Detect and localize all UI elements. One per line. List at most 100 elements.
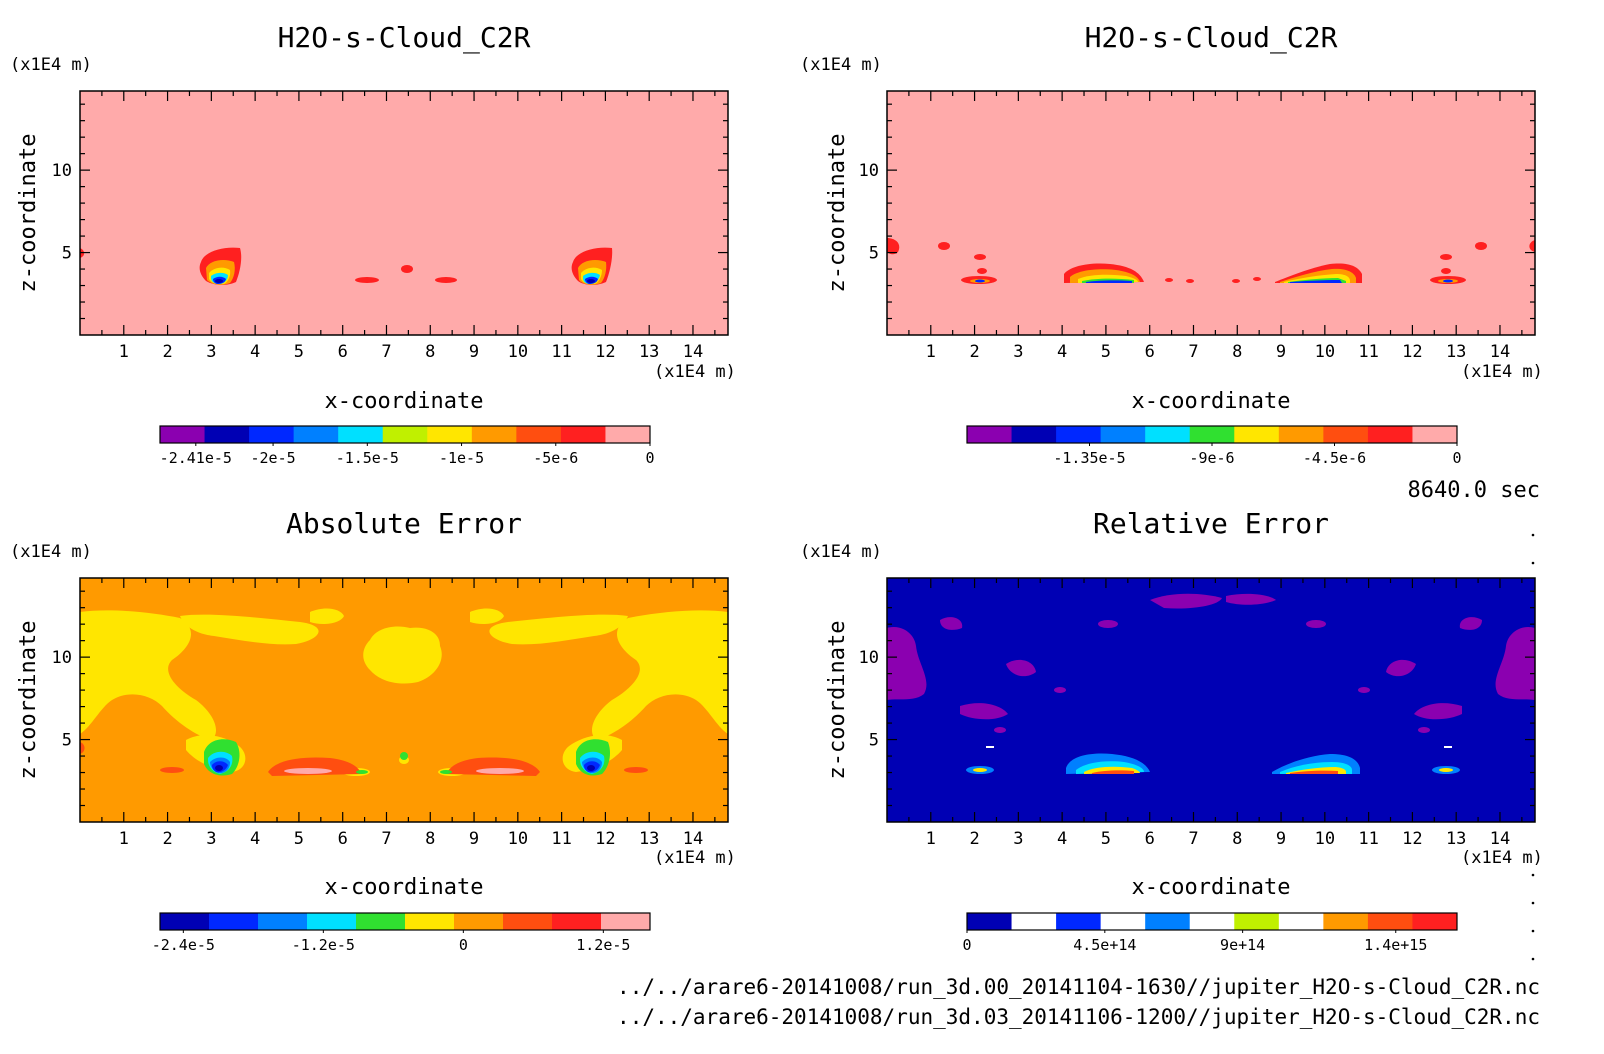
panel-relative-error: Relative Error (x1E4 m) [800,507,1543,954]
x-tick-label: 10 [1315,342,1335,362]
y-tick-label: 5 [869,244,879,264]
colorbar-swatch [601,913,651,930]
x-tick-label: 1 [119,829,129,849]
field-background [80,91,728,335]
y-tick-label: 10 [52,648,72,668]
spot-band-right-small [1430,276,1466,284]
x-tick-label: 11 [551,342,571,362]
x-tick-label: 2 [969,342,979,362]
colorbar-label: 1.2e-5 [576,936,630,954]
x-tick-label: 13 [1446,829,1466,849]
spot [974,254,986,260]
x-tick-label: 11 [1358,342,1378,362]
x-unit-label: (x1E4 m) [654,848,736,868]
spot [400,752,408,760]
x-tick-label: 13 [1446,342,1466,362]
x-tick-label: 3 [1013,342,1023,362]
colorbar-label: 0 [1452,449,1461,467]
colorbar-swatch [160,426,206,443]
plot-frame [886,90,1536,336]
x-tick-label: 11 [1358,829,1378,849]
x-tick-label: 12 [1402,342,1422,362]
colorbar-swatch [258,913,308,930]
y-axis-title: z-coordinate [16,621,41,780]
x-tick-label: 8 [425,342,435,362]
panel-title: H2O-s-Cloud_C2R [1085,21,1338,55]
x-tick-label: 1 [926,342,936,362]
colorbar-swatch [307,913,357,930]
relative-band-left [1066,753,1150,774]
panel-title: Absolute Error [286,507,522,540]
y-axis-title: z-coordinate [825,621,850,780]
panel-absolute-error: Absolute Error (x1E4 m) [10,507,736,954]
spot [401,265,413,273]
plot-area [887,91,1535,335]
plot-area [887,578,1535,822]
colorbar-swatch [382,426,428,443]
x-tick-label: 1 [119,342,129,362]
plot-frame [79,90,729,336]
x-tick-label: 6 [338,829,348,849]
colorbar-frame [159,912,651,931]
field-background [887,91,1535,335]
colorbar-swatch [1278,913,1324,930]
x-tick-label: 9 [469,342,479,362]
field-background [887,578,1535,822]
colorbar-label: 4.5e+14 [1073,936,1136,954]
x-tick-label: 3 [206,829,216,849]
spot [973,768,987,772]
edge-spot [1529,240,1535,252]
colorbar: 0 4.5e+14 9e+14 1.4e+15 [962,912,1458,954]
y-unit-label: (x1E4 m) [800,542,882,562]
colorbar-swatch [204,426,250,443]
colorbar-swatch [503,913,553,930]
colorbar-swatch [338,426,384,443]
x-tick-label: 12 [1402,829,1422,849]
colorbar-swatch [471,426,517,443]
colorbar-label: -1.35e-5 [1053,449,1125,467]
y-unit-label: (x1E4 m) [800,55,882,75]
colorbar-label: -4.5e-6 [1303,449,1366,467]
spot [1441,268,1451,274]
x-tick-label: 5 [294,342,304,362]
time-stamp: 8640.0 sec [1407,478,1540,503]
y-unit-label: (x1E4 m) [10,55,92,75]
colorbar: -2.4e-5 -1.2e-5 0 1.2e-5 [152,912,651,954]
colorbar-swatch [1189,913,1235,930]
x-tick-label: 8 [1232,829,1242,849]
plot-area [80,578,728,822]
x-tick-label: 5 [1101,829,1111,849]
spot [624,767,648,773]
y-axis-title: z-coordinate [16,134,41,293]
colorbar-swatch [967,913,1013,930]
spot [1232,279,1240,283]
colorbar-label: 9e+14 [1220,936,1265,954]
colorbar-swatch [405,913,455,930]
left-plume-error [204,739,240,776]
colorbar-label: -1.5e-5 [336,449,399,467]
colorbar-swatch [1011,426,1057,443]
spot [1439,768,1453,772]
x-tick-label: 6 [338,342,348,362]
margin-dots [1531,533,1535,961]
colorbar-swatch [1145,913,1191,930]
x-tick-label: 7 [381,342,391,362]
band-left [1064,263,1144,283]
x-tick-label: 4 [250,342,260,362]
colorbar-label: -2.4e-5 [152,936,215,954]
x-tick-label: 3 [1013,829,1023,849]
x-tick-label: 9 [1276,829,1286,849]
panel-h2o-cloud-left: H2O-s-Cloud_C2R (x1E4 m) [10,21,736,467]
x-tick-label: 12 [595,342,615,362]
x-unit-label: (x1E4 m) [1461,362,1543,382]
source-file-line-2: ../../arare6-20141008/run_3d.03_20141106… [617,1005,1540,1029]
white-mark [1444,746,1452,748]
spot [1186,279,1194,283]
spot [355,277,379,283]
plume-left [199,247,242,285]
colorbar-swatch [249,426,295,443]
x-tick-label: 4 [1057,829,1067,849]
colorbar-label: -2e-5 [250,449,295,467]
